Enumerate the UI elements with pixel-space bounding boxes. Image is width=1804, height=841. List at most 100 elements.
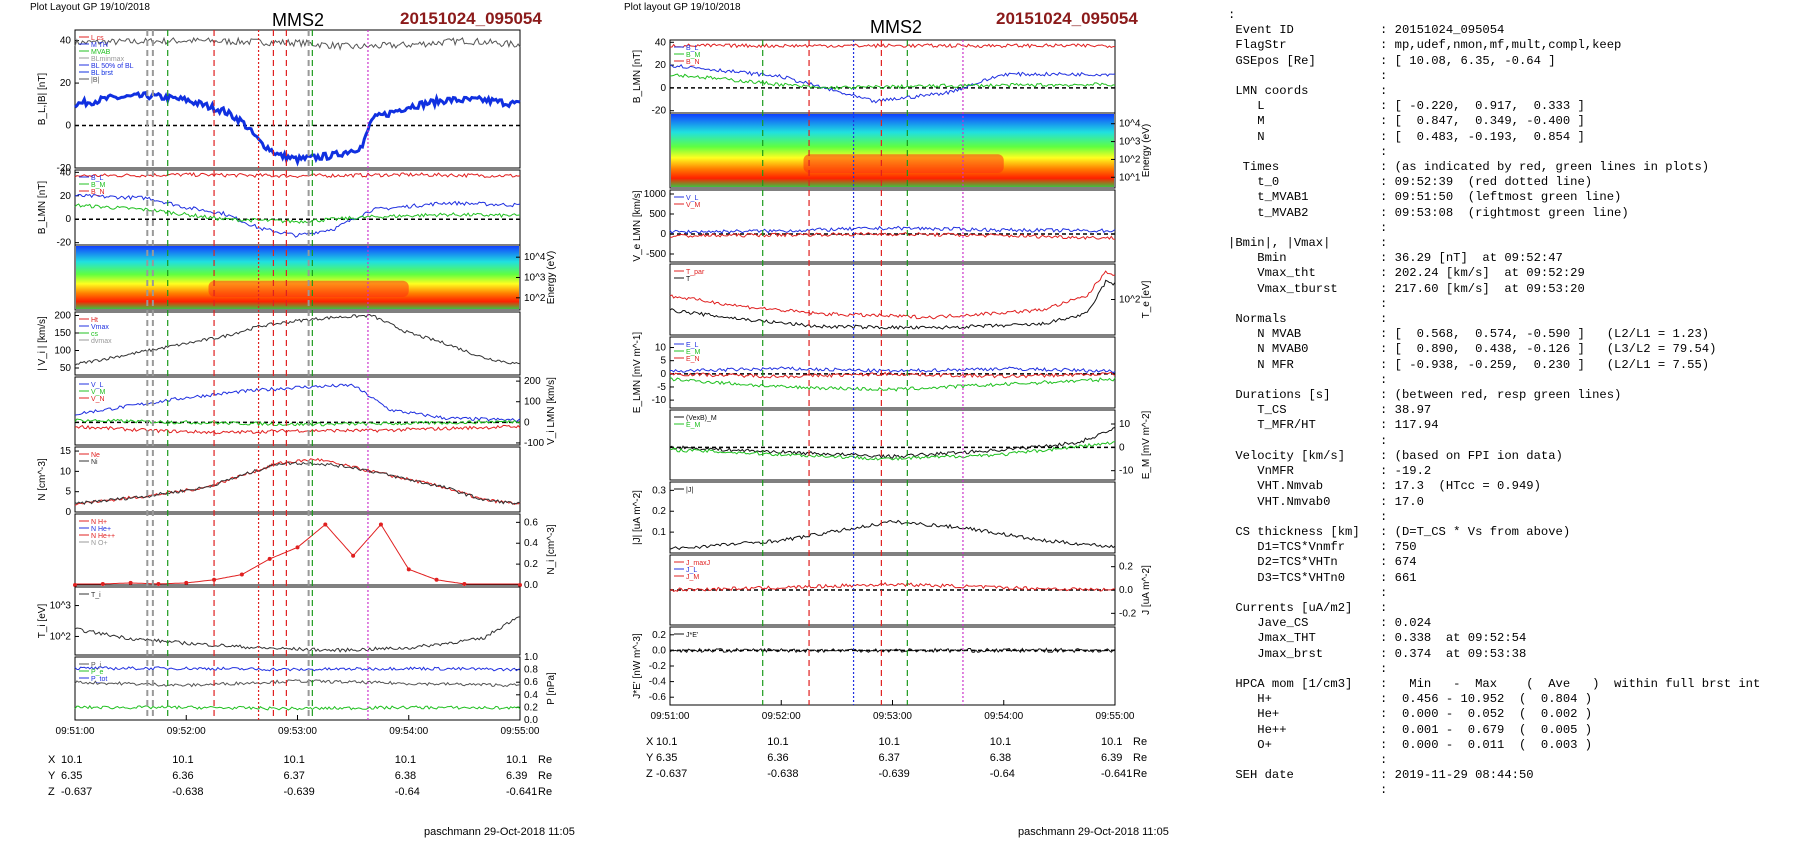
x-tick-label: 09:52:00	[762, 711, 801, 722]
panel-frame	[74, 586, 521, 656]
y-tick-label: 0.2	[1119, 562, 1133, 573]
coord-value: 10.1	[61, 754, 83, 766]
coord-row: Z -0.637 -0.638 -0.639 -0.64 -0.641 Re	[646, 766, 1166, 782]
series-line	[74, 666, 521, 672]
x-tick-label: 09:53:00	[873, 711, 912, 722]
coord-value: -0.641	[1101, 768, 1133, 780]
middle-coords-table: X 10.1 10.1 10.1 10.1 10.1 Re Y 6.35 6.36 6.37 6.38…	[646, 734, 1166, 794]
info-key: |Bmin|, |Vmax|	[1228, 236, 1331, 251]
info-line: :	[1228, 662, 1798, 677]
info-value: : 09:51:50 (leftmost green line)	[1380, 190, 1622, 205]
legend-label: T_par	[686, 269, 705, 276]
coord-row: X 10.1 10.1 10.1 10.1 10.1 Re	[646, 734, 1166, 750]
panel-frame	[74, 656, 521, 721]
panel-frame	[669, 409, 1116, 481]
info-key: VnMFR	[1228, 464, 1294, 479]
y-tick-label: 0.4	[524, 538, 538, 549]
y-tick-label: 0	[660, 369, 666, 380]
coord-value: -0.64	[989, 768, 1015, 780]
y-tick-label: 0.0	[524, 580, 538, 591]
series-point	[239, 572, 244, 577]
legend-label: P_tot	[91, 676, 107, 683]
y-tick-label: -0.6	[649, 692, 667, 703]
info-value: : [ 0.483, -0.193, 0.854 ]	[1380, 129, 1585, 144]
panel-7: 10^3 10^2T_i [eV] T_i	[37, 586, 521, 656]
info-line: :	[1228, 510, 1798, 525]
panel-4: 10 5 0 -5 -10 E_LMN [mV m^-1] E_LE_ME_N	[632, 332, 1116, 413]
coord-value: 10.1	[989, 736, 1012, 748]
legend-label: dvmax	[91, 338, 112, 345]
info-value: :	[1380, 752, 1388, 767]
coord-label: X	[646, 736, 654, 748]
panel-6: 0.3 0.2 0.1 |J| [uA m^-2] |J|	[632, 481, 1116, 554]
info-key: t_MVAB2	[1228, 205, 1309, 220]
info-value: : (between red, resp green lines)	[1380, 388, 1622, 403]
panel-frame	[669, 39, 1116, 114]
legend-label: M TH	[91, 42, 108, 49]
coord-value: 10.1	[878, 736, 900, 748]
series-line	[74, 313, 521, 366]
info-key: N MVAB	[1228, 327, 1302, 342]
series-line	[669, 582, 1116, 593]
info-key: Jmax_THT	[1228, 631, 1316, 646]
info-value: : [ -0.938, -0.259, 0.230 ] (L2/L1 = 7.5…	[1380, 357, 1710, 372]
coord-value: 6.35	[61, 770, 83, 782]
info-line: T_CS: 38.97	[1228, 403, 1798, 418]
y-tick-label: 10^2	[524, 293, 546, 304]
info-value: : 0.374 at 09:53:38	[1380, 646, 1527, 661]
y-tick-label: 0	[660, 83, 666, 94]
info-line: SEH date: 2019-11-29 08:44:50	[1228, 768, 1798, 783]
info-line: t_MVAB2: 09:53:08 (rightmost green line)	[1228, 206, 1798, 221]
series-point	[518, 583, 522, 587]
y-tick-label: -5	[657, 382, 666, 393]
info-value: : 661	[1380, 570, 1417, 585]
info-key: T_MFR/HT	[1228, 418, 1316, 433]
panel-0: 40 20 0 -20 B_L,|B| [nT] L csM THMVABBLminmax…	[37, 29, 521, 174]
y-tick-label: 100	[524, 397, 541, 408]
info-line: Normals:	[1228, 312, 1798, 327]
info-value: : 0.456 - 10.952 ( 0.804 )	[1380, 692, 1593, 707]
info-key: Durations [s]	[1228, 388, 1331, 403]
y-tick-label: 0.6	[524, 677, 538, 688]
y-axis-label: B_LMN [nT]	[37, 181, 48, 235]
series-line	[74, 424, 521, 435]
series-point	[406, 567, 411, 572]
info-line: GSEpos [Re]: [ 10.08, 6.35, -0.64 ]	[1228, 54, 1798, 69]
middle-header: Plot layout GP 19/10/2018	[624, 2, 741, 13]
info-key: VHT.Nmvab	[1228, 479, 1324, 494]
info-value: : mp,udef,nmon,mf,mult,compl,keep	[1380, 38, 1622, 53]
info-key: N MVAB0	[1228, 342, 1309, 357]
info-line: VHT.Nmvab0: 17.0	[1228, 495, 1798, 510]
coord-unit: Re	[538, 754, 553, 766]
series-line	[74, 203, 521, 224]
y-tick-label: -20	[57, 163, 72, 174]
coord-label: X	[48, 754, 56, 766]
legend-label: N He++	[91, 533, 115, 540]
series-line	[669, 519, 1116, 551]
y-tick-label: 20	[60, 191, 72, 202]
info-line: Durations [s] : (between red, resp green …	[1228, 388, 1798, 403]
info-line: t_MVAB1: 09:51:50 (leftmost green line)	[1228, 190, 1798, 205]
y-tick-label: 40	[60, 167, 72, 178]
info-value: :	[1380, 433, 1388, 448]
info-value: : 0.338 at 09:52:54	[1380, 631, 1527, 646]
legend-label: E_N	[686, 356, 700, 363]
info-key: Normals	[1228, 312, 1287, 327]
legend-label: J_L	[686, 567, 697, 574]
info-line: :	[1228, 69, 1798, 84]
info-line: :	[1228, 8, 1798, 23]
panel-5: 10 0 -10 E_M [mV m^-2] (VexB)_ME_M	[669, 409, 1152, 481]
info-line: Jave_CS: 0.024	[1228, 616, 1798, 631]
legend-label: BL 50% of BL	[91, 63, 134, 70]
legend-label: J_maxJ	[686, 560, 710, 567]
coord-value: 6.39	[506, 770, 528, 782]
info-line: Vmax_tburst: 217.60 [km/s] at 09:53:20	[1228, 282, 1798, 297]
legend-label: B_M	[91, 182, 106, 189]
left-header: Plot Layout GP 19/10/2018	[30, 2, 150, 13]
coord-label: Y	[646, 752, 654, 764]
coord-value: 10.1	[506, 754, 528, 766]
legend-label: B_L	[91, 175, 104, 182]
legend-label: V_M	[91, 389, 106, 396]
